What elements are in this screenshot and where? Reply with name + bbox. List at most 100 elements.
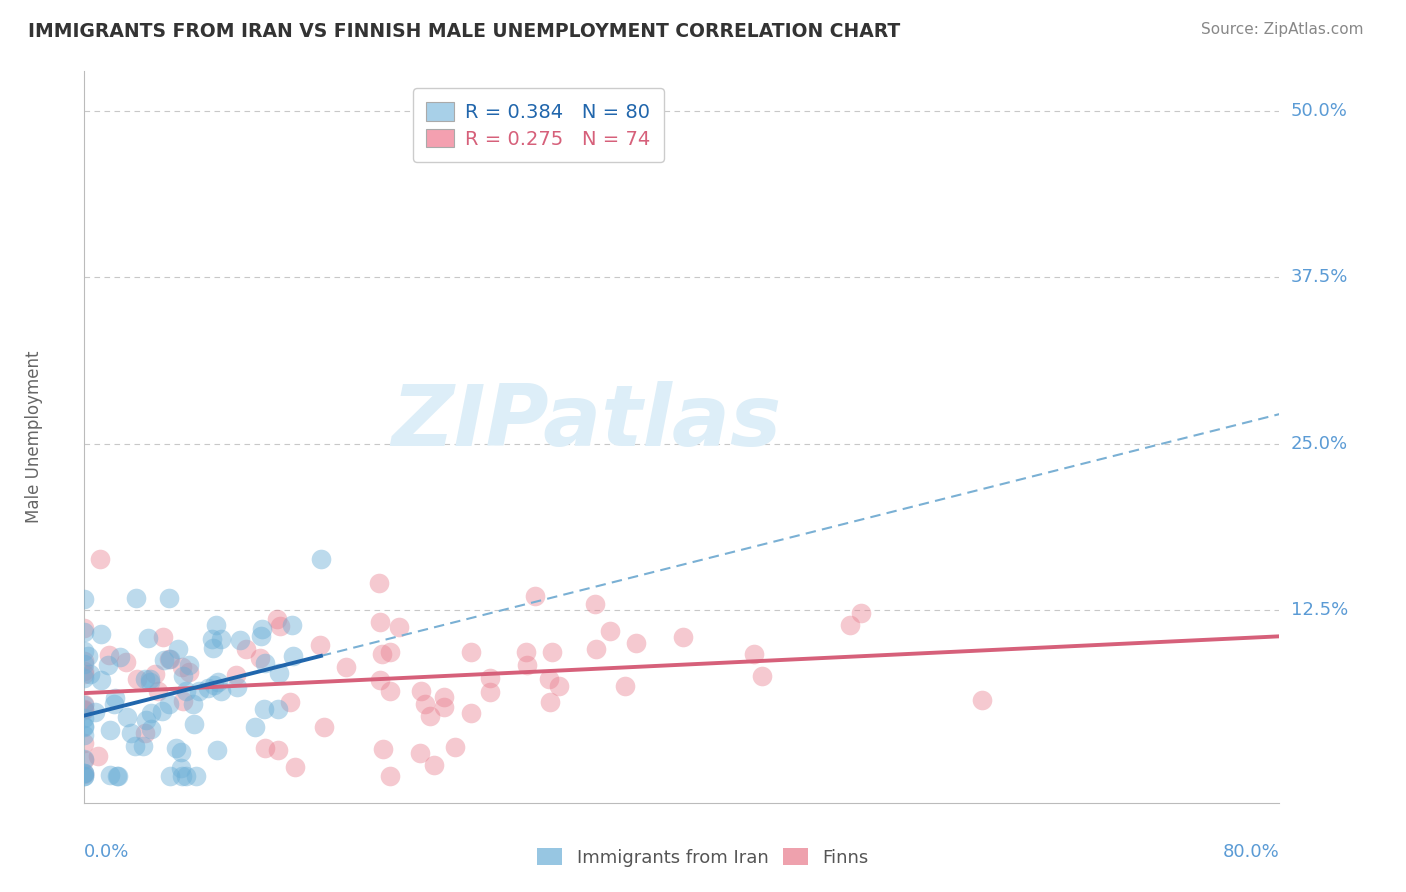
Point — [209, 632, 232, 647]
Point — [107, 769, 129, 783]
Point — [460, 645, 482, 659]
Point — [139, 672, 162, 686]
Point — [77, 648, 100, 663]
Text: 80.0%: 80.0% — [1223, 843, 1279, 861]
Point — [153, 653, 176, 667]
Point — [73, 720, 96, 734]
Point — [253, 741, 276, 756]
Point — [197, 681, 219, 696]
Point — [187, 684, 209, 698]
Point — [411, 684, 433, 698]
Point — [460, 706, 482, 721]
Point — [73, 752, 96, 766]
Point — [624, 636, 647, 650]
Point — [225, 668, 247, 682]
Point — [90, 673, 112, 687]
Point — [583, 597, 606, 611]
Point — [104, 691, 127, 706]
Point — [254, 656, 277, 670]
Point — [134, 726, 156, 740]
Point — [284, 760, 307, 774]
Point — [73, 697, 96, 711]
Point — [235, 642, 257, 657]
Point — [250, 629, 273, 643]
Point — [370, 615, 392, 629]
Point — [523, 590, 546, 604]
Point — [672, 630, 695, 644]
Text: IMMIGRANTS FROM IRAN VS FINNISH MALE UNEMPLOYMENT CORRELATION CHART: IMMIGRANTS FROM IRAN VS FINNISH MALE UNE… — [28, 22, 900, 41]
Point — [139, 675, 162, 690]
Point — [73, 644, 96, 658]
Point — [159, 652, 181, 666]
Text: 25.0%: 25.0% — [1291, 434, 1348, 453]
Point — [115, 710, 138, 724]
Point — [79, 667, 101, 681]
Point — [98, 768, 121, 782]
Point — [229, 632, 252, 647]
Point — [249, 651, 271, 665]
Point — [281, 649, 304, 664]
Point — [170, 745, 193, 759]
Point — [443, 739, 465, 754]
Point — [73, 728, 96, 742]
Point — [515, 645, 537, 659]
Point — [73, 736, 96, 750]
Point — [409, 746, 432, 760]
Point — [201, 640, 224, 655]
Point — [73, 702, 96, 716]
Point — [540, 645, 562, 659]
Point — [89, 552, 111, 566]
Point — [73, 753, 96, 767]
Point — [138, 631, 160, 645]
Point — [547, 679, 569, 693]
Point — [165, 741, 187, 756]
Point — [266, 612, 288, 626]
Point — [838, 617, 860, 632]
Point — [157, 697, 180, 711]
Point — [367, 575, 389, 590]
Point — [205, 618, 228, 632]
Point — [73, 769, 96, 783]
Point — [183, 697, 205, 711]
Point — [143, 667, 166, 681]
Point — [419, 709, 441, 723]
Point — [159, 769, 181, 783]
Point — [73, 625, 96, 640]
Point — [202, 678, 225, 692]
Point — [269, 619, 291, 633]
Point — [183, 716, 205, 731]
Point — [172, 694, 194, 708]
Point — [201, 632, 224, 646]
Point — [73, 719, 96, 733]
Point — [599, 624, 621, 639]
Point — [127, 673, 149, 687]
Point — [207, 743, 229, 757]
Point — [378, 769, 401, 783]
Point — [73, 766, 96, 780]
Point — [103, 697, 125, 711]
Point — [73, 769, 96, 783]
Point — [614, 679, 637, 693]
Point — [97, 648, 120, 662]
Point — [108, 649, 131, 664]
Point — [267, 702, 290, 716]
Point — [114, 655, 136, 669]
Point — [742, 648, 765, 662]
Text: 0.0%: 0.0% — [84, 843, 129, 861]
Point — [73, 703, 96, 717]
Point — [73, 698, 96, 713]
Point — [120, 726, 142, 740]
Point — [245, 720, 267, 734]
Point — [139, 706, 162, 721]
Point — [585, 641, 607, 656]
Point — [184, 769, 207, 783]
Point — [479, 671, 502, 685]
Point — [124, 739, 146, 753]
Text: Source: ZipAtlas.com: Source: ZipAtlas.com — [1201, 22, 1364, 37]
Point — [335, 660, 357, 674]
Point — [157, 652, 180, 666]
Point — [84, 705, 107, 719]
Point — [170, 769, 193, 783]
Point — [970, 693, 993, 707]
Point — [516, 658, 538, 673]
